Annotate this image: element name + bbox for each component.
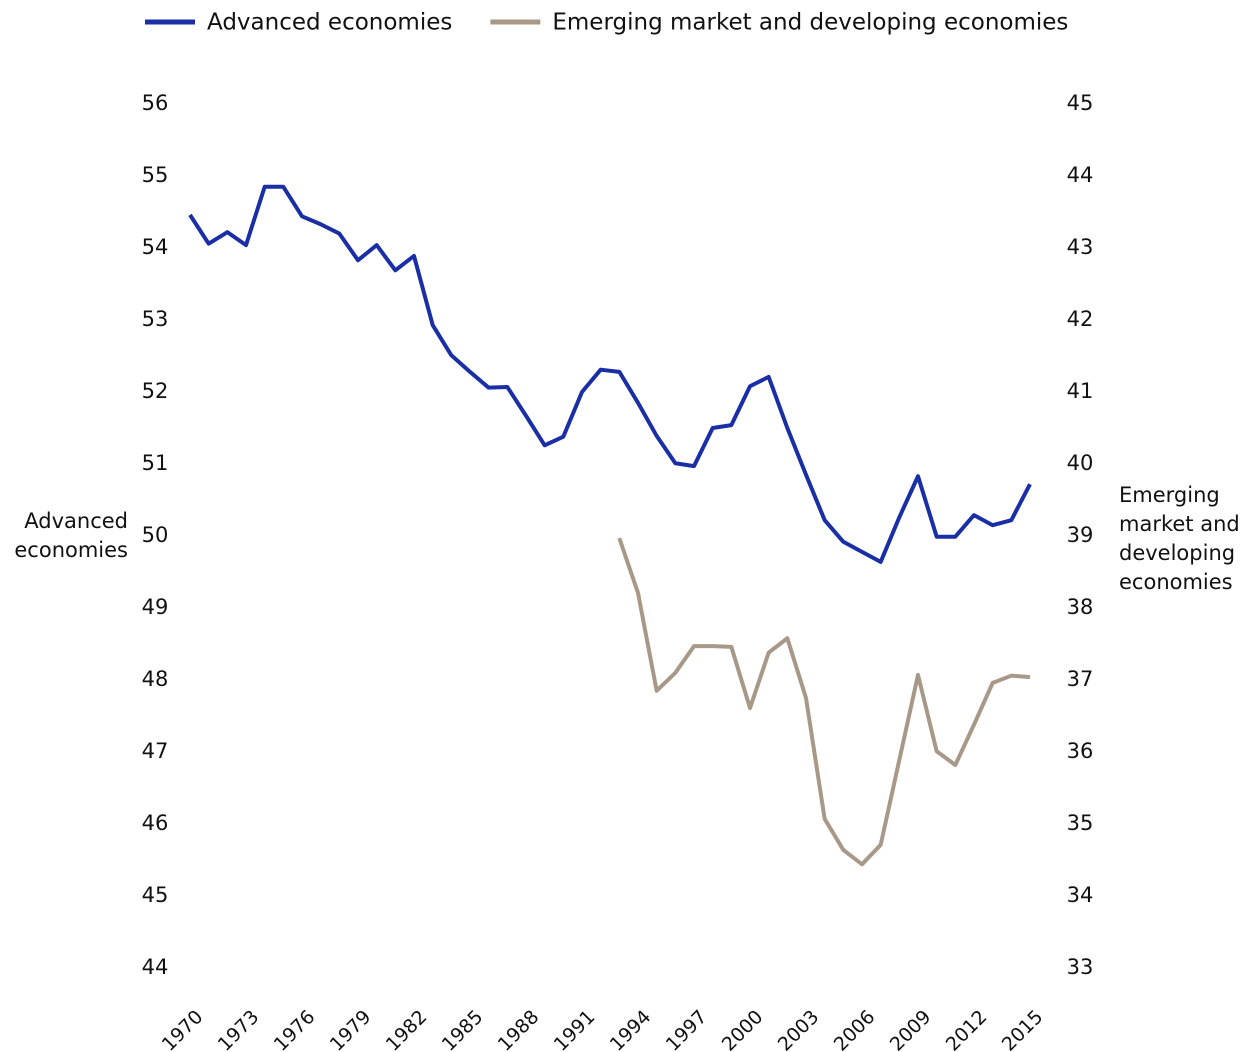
y2-tick-label: 34 [1067, 883, 1094, 907]
data-line [188, 184, 1032, 564]
y-tick-label: 45 [142, 883, 169, 907]
y2-tick-label: 44 [1067, 163, 1094, 187]
x-tick-label: 1991 [550, 1006, 600, 1052]
y2-tick-label: 37 [1067, 667, 1094, 691]
y-tick-label: 53 [142, 307, 169, 331]
x-tick-label: 1979 [326, 1006, 376, 1052]
x-tick-label: 2000 [718, 1006, 768, 1052]
y-tick-label: 55 [142, 163, 169, 187]
y-tick-label: 46 [142, 811, 169, 835]
x-tick-label: 2015 [998, 1006, 1048, 1052]
x-tick-label: 2009 [886, 1006, 936, 1052]
y-axis-label: economies [14, 538, 128, 562]
y-tick-label: 49 [142, 595, 169, 619]
legend-label: Emerging market and developing economies [552, 10, 1068, 36]
x-tick-label: 1994 [606, 1006, 656, 1052]
y2-axis-label: economies [1119, 570, 1233, 594]
x-tick-label: 1997 [662, 1006, 712, 1052]
legend-label: Advanced economies [207, 10, 452, 36]
y2-tick-label: 43 [1067, 235, 1094, 259]
x-tick-label: 2012 [942, 1006, 992, 1052]
y2-tick-label: 45 [1067, 91, 1094, 115]
y-axis-label: Advanced [24, 509, 128, 533]
x-tick-label: 2006 [830, 1006, 880, 1052]
x-tick-label: 1976 [270, 1006, 320, 1052]
y-tick-label: 44 [142, 955, 169, 979]
x-tick-label: 1982 [382, 1006, 432, 1052]
x-tick-label: 1985 [438, 1006, 488, 1052]
y2-tick-label: 35 [1067, 811, 1094, 835]
y-tick-label: 50 [142, 523, 169, 547]
y-tick-label: 56 [142, 91, 169, 115]
y2-tick-label: 38 [1067, 595, 1094, 619]
y-tick-label: 48 [142, 667, 169, 691]
y2-tick-label: 36 [1067, 739, 1094, 763]
y2-axis-label: developing [1119, 541, 1235, 565]
y2-tick-label: 40 [1067, 451, 1094, 475]
x-tick-label: 1973 [214, 1006, 264, 1052]
x-tick-label: 2003 [774, 1006, 824, 1052]
y2-tick-label: 33 [1067, 955, 1094, 979]
y2-tick-label: 39 [1067, 523, 1094, 547]
y-tick-label: 51 [142, 451, 169, 475]
x-tick-label: 1988 [494, 1006, 544, 1052]
y-tick-label: 52 [142, 379, 169, 403]
y2-tick-label: 42 [1067, 307, 1094, 331]
y2-axis-label: Emerging [1119, 483, 1220, 507]
y2-tick-label: 41 [1067, 379, 1094, 403]
data-line [617, 537, 1031, 867]
y-tick-label: 47 [142, 739, 169, 763]
y-tick-label: 54 [142, 235, 169, 259]
x-tick-label: 1970 [158, 1006, 208, 1052]
y2-axis-label: market and [1119, 512, 1240, 536]
